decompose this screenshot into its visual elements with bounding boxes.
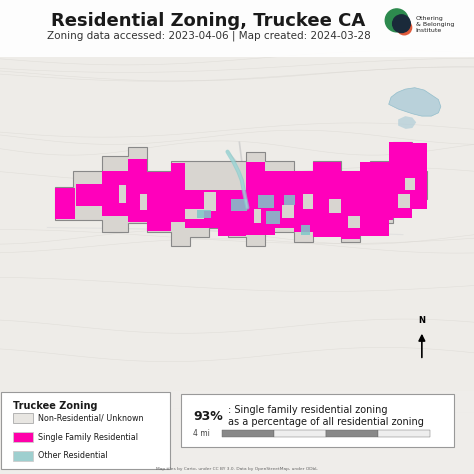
Circle shape <box>385 9 408 32</box>
FancyBboxPatch shape <box>222 430 274 437</box>
Text: N: N <box>419 316 425 325</box>
FancyBboxPatch shape <box>378 430 430 437</box>
Polygon shape <box>118 185 126 203</box>
Polygon shape <box>185 190 218 220</box>
Text: Othering
& Belonging
Institute: Othering & Belonging Institute <box>416 16 454 33</box>
FancyBboxPatch shape <box>13 432 33 442</box>
FancyBboxPatch shape <box>13 413 33 423</box>
Polygon shape <box>185 209 204 219</box>
Polygon shape <box>389 88 441 116</box>
Polygon shape <box>275 199 294 228</box>
FancyBboxPatch shape <box>13 451 33 461</box>
Circle shape <box>392 15 410 33</box>
Polygon shape <box>282 205 294 218</box>
Polygon shape <box>128 184 147 211</box>
Polygon shape <box>197 210 211 218</box>
FancyBboxPatch shape <box>0 391 474 474</box>
Polygon shape <box>76 143 427 239</box>
Polygon shape <box>403 171 427 209</box>
Polygon shape <box>398 116 416 129</box>
Polygon shape <box>104 184 128 205</box>
Polygon shape <box>55 188 75 219</box>
Polygon shape <box>258 195 274 208</box>
Polygon shape <box>405 178 415 190</box>
Polygon shape <box>266 211 280 224</box>
Polygon shape <box>147 190 171 219</box>
Polygon shape <box>398 194 410 208</box>
Polygon shape <box>329 199 341 213</box>
Text: Map tiles by Carto, under CC BY 3.0. Data by OpenStreetMap, under ODbL: Map tiles by Carto, under CC BY 3.0. Dat… <box>156 467 318 471</box>
FancyBboxPatch shape <box>181 394 454 447</box>
Polygon shape <box>254 209 261 223</box>
Polygon shape <box>231 199 247 211</box>
Polygon shape <box>204 192 216 211</box>
Text: Residential Zoning, Truckee CA: Residential Zoning, Truckee CA <box>52 12 365 30</box>
FancyBboxPatch shape <box>326 430 378 437</box>
Polygon shape <box>294 171 313 232</box>
Polygon shape <box>389 142 412 218</box>
Text: : Single family residential zoning
as a percentage of all residential zoning: : Single family residential zoning as a … <box>228 405 424 427</box>
Text: Zoning data accessed: 2023-04-06 | Map created: 2024-03-28: Zoning data accessed: 2023-04-06 | Map c… <box>46 31 371 41</box>
Polygon shape <box>303 194 313 209</box>
Text: Other Residential: Other Residential <box>38 452 108 460</box>
FancyBboxPatch shape <box>274 430 326 437</box>
Polygon shape <box>55 142 427 246</box>
FancyBboxPatch shape <box>1 392 170 469</box>
Polygon shape <box>301 225 310 235</box>
Polygon shape <box>218 190 246 228</box>
Polygon shape <box>246 190 275 235</box>
Polygon shape <box>341 171 360 237</box>
Circle shape <box>397 20 411 35</box>
Text: Single Family Residential: Single Family Residential <box>38 433 138 441</box>
Polygon shape <box>360 171 389 236</box>
Polygon shape <box>284 195 295 205</box>
Text: Non-Residential/ Unknown: Non-Residential/ Unknown <box>38 414 144 422</box>
Text: 4 mi: 4 mi <box>193 429 210 438</box>
Polygon shape <box>313 171 341 237</box>
Text: Truckee Zoning: Truckee Zoning <box>13 401 98 411</box>
Polygon shape <box>348 216 360 228</box>
Text: 93%: 93% <box>193 410 223 423</box>
FancyBboxPatch shape <box>0 0 474 57</box>
Polygon shape <box>140 194 147 210</box>
